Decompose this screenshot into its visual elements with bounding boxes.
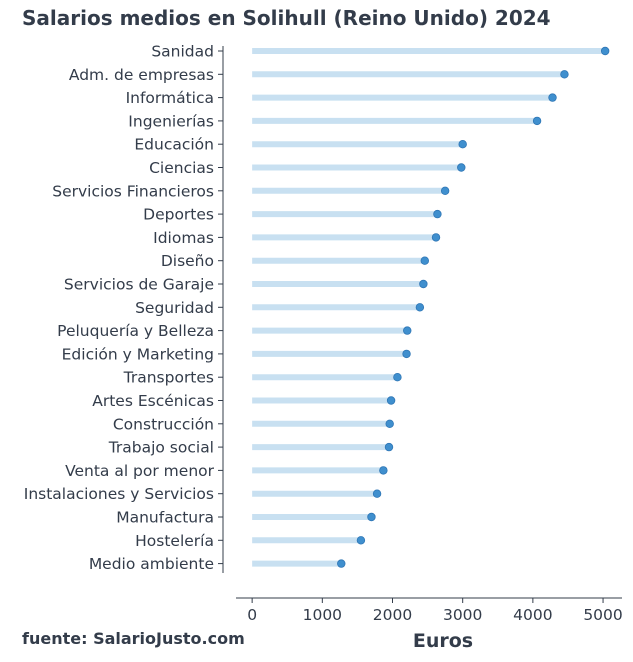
- data-point: [386, 396, 396, 405]
- dots-layer: [337, 46, 610, 568]
- y-tick-label: Adm. de empresas: [69, 66, 214, 84]
- y-tick-label: Ingenierías: [128, 112, 214, 130]
- data-point: [367, 512, 376, 522]
- x-tick-label: 2000: [373, 606, 412, 624]
- data-point: [600, 46, 610, 56]
- y-tick-label: Trabajo social: [108, 439, 214, 457]
- data-point: [420, 256, 429, 265]
- x-axis-label: Euros: [413, 630, 473, 652]
- data-point: [433, 209, 442, 219]
- data-point: [560, 70, 569, 79]
- y-tick-label: Educación: [134, 136, 214, 154]
- y-tick-label: Sanidad: [151, 43, 214, 61]
- y-tick-label: Instalaciones y Servicios: [24, 485, 214, 503]
- x-axis: 0 1000 2000 3000 4000 5000: [236, 597, 623, 624]
- data-point: [384, 442, 394, 452]
- y-tick-label: Ciencias: [149, 159, 214, 177]
- chart-title: Salarios medios en Solihull (Reino Unido…: [22, 6, 551, 30]
- y-tick-label: Peluquería y Belleza: [57, 322, 214, 340]
- y-tick-label: Informática: [126, 89, 214, 107]
- data-point: [532, 116, 542, 126]
- x-tick-label: 5000: [583, 606, 622, 624]
- data-point: [403, 326, 412, 335]
- data-point: [548, 93, 557, 102]
- y-tick-label: Deportes: [143, 206, 214, 224]
- x-tick-label: 0: [247, 606, 257, 624]
- data-point: [431, 233, 441, 242]
- y-tick-label: Hostelería: [135, 532, 214, 550]
- data-point: [337, 559, 346, 568]
- data-point: [458, 139, 467, 149]
- y-tick-label: Artes Escénicas: [92, 392, 214, 410]
- x-tick-label: 1000: [303, 606, 342, 624]
- x-tick-label: 4000: [513, 606, 552, 624]
- data-point: [440, 186, 450, 195]
- y-tick-label: Manufactura: [116, 509, 214, 527]
- data-point: [415, 303, 425, 312]
- data-point: [385, 419, 394, 428]
- data-point: [419, 279, 428, 289]
- y-tick-label: Diseño: [161, 252, 214, 270]
- data-point: [402, 349, 411, 359]
- y-tick-label: Servicios Financieros: [52, 182, 214, 200]
- y-axis: Sanidad Adm. de empresas Informática Ingeni…: [24, 43, 224, 573]
- data-point: [393, 373, 402, 382]
- y-tick-label: Seguridad: [135, 299, 214, 317]
- y-tick-label: Medio ambiente: [89, 555, 214, 573]
- x-tick-label: 3000: [443, 606, 482, 624]
- data-point: [457, 163, 466, 172]
- y-tick-label: Servicios de Garaje: [64, 276, 214, 294]
- y-tick-label: Edición y Marketing: [62, 345, 214, 363]
- y-tick-label: Construcción: [113, 415, 214, 433]
- y-tick-label: Venta al por menor: [65, 462, 215, 480]
- data-point: [356, 536, 366, 545]
- y-tick-label: Idiomas: [153, 229, 214, 247]
- stems-layer: [252, 48, 606, 567]
- source-note: fuente: SalarioJusto.com: [22, 629, 245, 648]
- y-tick-label: Transportes: [123, 369, 214, 387]
- data-point: [372, 489, 382, 498]
- data-point: [379, 466, 388, 475]
